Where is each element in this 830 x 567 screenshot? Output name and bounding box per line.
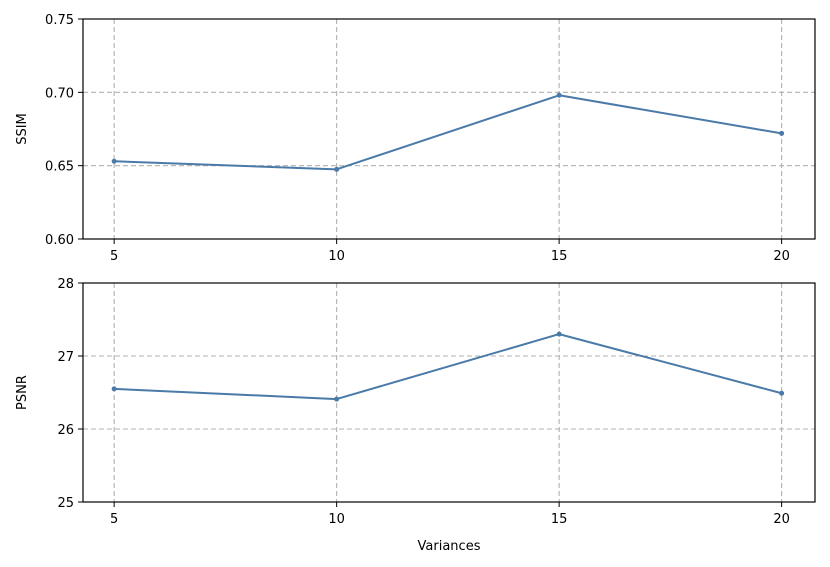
ssim-data-point — [111, 158, 117, 164]
ssim-x-tick-label: 15 — [551, 249, 568, 264]
psnr-y-tick-label: 27 — [57, 350, 74, 365]
ssim-x-tick-label: 20 — [773, 249, 790, 264]
ssim-y-tick-label: 0.60 — [45, 233, 74, 248]
ssim-y-axis-label: SSIM — [15, 113, 30, 145]
psnr-series-line — [114, 333, 782, 401]
psnr-x-tick-label: 15 — [551, 512, 568, 527]
psnr-x-tick-label: 5 — [110, 512, 118, 527]
ssim-y-tick-label: 0.70 — [45, 86, 74, 101]
psnr-data-point — [334, 396, 340, 402]
psnr-y-tick-label: 25 — [57, 496, 74, 511]
psnr-y-axis-label: PSNR — [15, 375, 30, 410]
psnr-data-point — [111, 386, 117, 392]
ssim-y-tick-label: 0.75 — [45, 13, 74, 28]
psnr-data-point — [779, 390, 785, 396]
ssim-series-line — [114, 94, 782, 171]
ssim-subplot: 5 10 15 20 0.60 0.65 0.70 0.75 SSIM — [15, 13, 816, 264]
ssim-data-point — [556, 92, 562, 98]
psnr-data-point — [556, 331, 562, 337]
psnr-x-axis-label: Variances — [418, 539, 481, 554]
ssim-data-point — [779, 130, 785, 136]
psnr-subplot: 5 10 15 20 25 26 27 28 PSNR Variances — [15, 277, 816, 554]
psnr-x-tick-label: 10 — [328, 512, 345, 527]
ssim-y-tick-label: 0.65 — [45, 160, 74, 175]
psnr-x-tick-label: 20 — [773, 512, 790, 527]
ssim-x-tick-label: 10 — [328, 249, 345, 264]
psnr-plot-frame — [82, 282, 816, 503]
ssim-x-tick-label: 5 — [110, 249, 118, 264]
ssim-data-point — [334, 166, 340, 172]
psnr-y-tick-label: 28 — [57, 277, 74, 292]
ssim-plot-frame — [82, 18, 816, 240]
psnr-y-tick-label: 26 — [57, 423, 74, 438]
